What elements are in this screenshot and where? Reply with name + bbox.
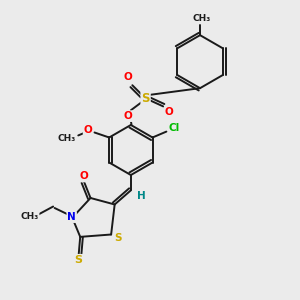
Text: O: O (124, 111, 132, 121)
Text: S: S (141, 92, 150, 105)
Text: H: H (137, 190, 146, 201)
Text: O: O (80, 172, 88, 182)
Text: S: S (75, 255, 83, 265)
Text: O: O (165, 107, 173, 117)
Text: Cl: Cl (169, 123, 180, 133)
Text: O: O (84, 124, 92, 134)
Text: S: S (115, 233, 122, 243)
Text: CH₃: CH₃ (20, 212, 39, 221)
Text: CH₃: CH₃ (192, 14, 211, 23)
Text: O: O (124, 72, 132, 82)
Text: CH₃: CH₃ (57, 134, 76, 143)
Text: N: N (67, 212, 76, 222)
